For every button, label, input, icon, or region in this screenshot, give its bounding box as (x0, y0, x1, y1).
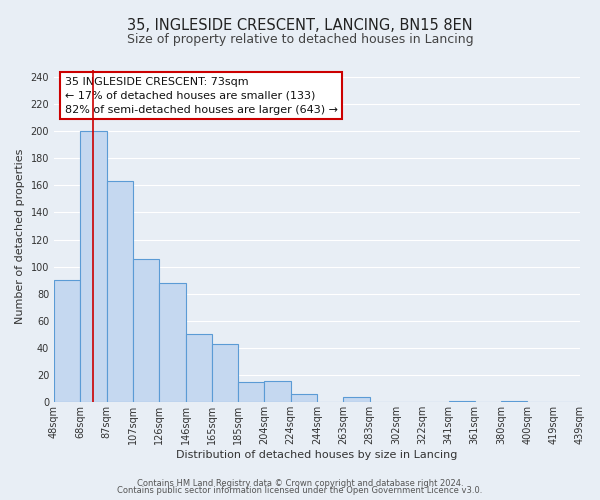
Bar (212, 344, 238, 403)
Bar (54, 280, 80, 402)
Text: Size of property relative to detached houses in Lancing: Size of property relative to detached ho… (127, 32, 473, 46)
X-axis label: Distribution of detached houses by size in Lancing: Distribution of detached houses by size … (176, 450, 458, 460)
Bar (449, 401, 475, 402)
Bar (80, 131, 107, 402)
Bar (238, 382, 265, 402)
Text: Contains HM Land Registry data © Crown copyright and database right 2024.: Contains HM Land Registry data © Crown c… (137, 478, 463, 488)
Bar (291, 394, 317, 402)
Bar (185, 334, 212, 402)
Text: 35 INGLESIDE CRESCENT: 73sqm
← 17% of detached houses are smaller (133)
82% of s: 35 INGLESIDE CRESCENT: 73sqm ← 17% of de… (65, 76, 338, 114)
Y-axis label: Number of detached properties: Number of detached properties (15, 148, 25, 324)
Bar (159, 283, 185, 403)
Text: Contains public sector information licensed under the Open Government Licence v3: Contains public sector information licen… (118, 486, 482, 495)
Text: 35, INGLESIDE CRESCENT, LANCING, BN15 8EN: 35, INGLESIDE CRESCENT, LANCING, BN15 8E… (127, 18, 473, 32)
Bar (107, 181, 133, 402)
Bar (133, 258, 159, 402)
Bar (343, 397, 370, 402)
Bar (501, 401, 527, 402)
Bar (265, 380, 291, 402)
